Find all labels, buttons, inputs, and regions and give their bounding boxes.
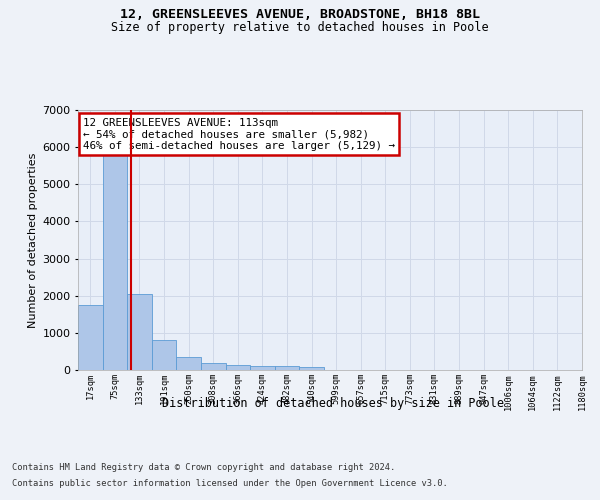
Bar [176,358,201,370]
Bar [299,367,324,370]
Text: Contains HM Land Registry data © Crown copyright and database right 2024.: Contains HM Land Registry data © Crown c… [12,462,395,471]
Text: 12, GREENSLEEVES AVENUE, BROADSTONE, BH18 8BL: 12, GREENSLEEVES AVENUE, BROADSTONE, BH1… [120,8,480,20]
Bar [201,363,226,370]
Bar [275,366,299,370]
Text: 12 GREENSLEEVES AVENUE: 113sqm
← 54% of detached houses are smaller (5,982)
46% : 12 GREENSLEEVES AVENUE: 113sqm ← 54% of … [83,118,395,151]
Bar [152,340,176,370]
Bar [250,366,275,370]
Y-axis label: Number of detached properties: Number of detached properties [28,152,38,328]
Text: Size of property relative to detached houses in Poole: Size of property relative to detached ho… [111,21,489,34]
Text: Contains public sector information licensed under the Open Government Licence v3: Contains public sector information licen… [12,479,448,488]
Bar [226,366,250,370]
Bar [127,294,152,370]
Bar [78,305,103,370]
Text: Distribution of detached houses by size in Poole: Distribution of detached houses by size … [162,398,504,410]
Bar [103,154,127,370]
